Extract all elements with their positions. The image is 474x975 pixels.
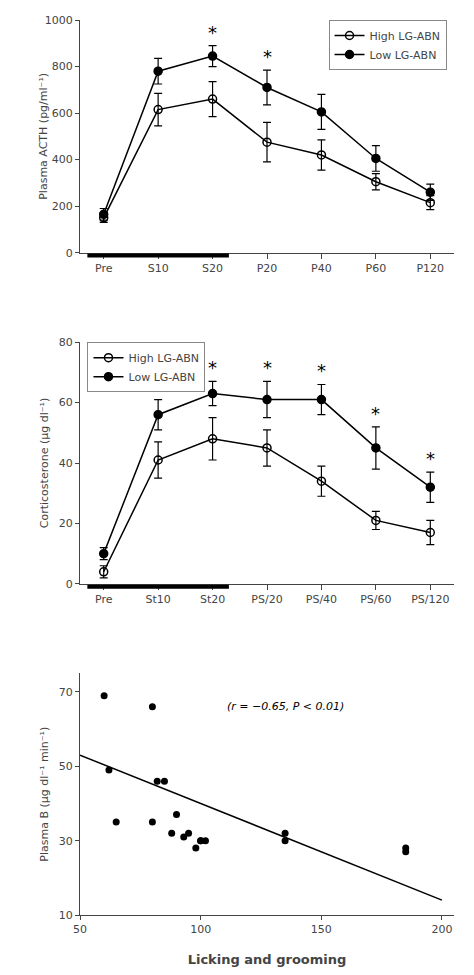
svg-text:200: 200 [52, 200, 73, 213]
svg-text:*: * [263, 46, 272, 67]
svg-text:Pre: Pre [95, 593, 113, 606]
svg-text:PS/120: PS/120 [411, 593, 449, 606]
svg-text:1000: 1000 [45, 14, 73, 27]
svg-text:Low LG-ABN: Low LG-ABN [370, 49, 437, 62]
svg-text:400: 400 [52, 153, 73, 166]
svg-text:0: 0 [66, 578, 73, 591]
svg-text:*: * [208, 357, 217, 378]
svg-text:800: 800 [52, 60, 73, 73]
svg-text:50: 50 [73, 923, 87, 936]
svg-text:PS/20: PS/20 [251, 593, 282, 606]
svg-text:100: 100 [190, 923, 211, 936]
svg-text:70: 70 [59, 686, 73, 699]
svg-text:Plasma ACTH (pg/ml⁻¹): Plasma ACTH (pg/ml⁻¹) [37, 73, 50, 200]
svg-text:10: 10 [59, 909, 73, 922]
svg-text:St20: St20 [200, 593, 225, 606]
svg-text:150: 150 [311, 923, 332, 936]
svg-text:Pre: Pre [95, 262, 113, 275]
svg-text:High LG-ABN: High LG-ABN [128, 352, 198, 365]
svg-text:0: 0 [66, 247, 73, 260]
svg-text:S10: S10 [148, 262, 169, 275]
svg-text:P60: P60 [366, 262, 387, 275]
svg-text:S20: S20 [202, 262, 223, 275]
svg-text:High LG-ABN: High LG-ABN [370, 30, 440, 43]
svg-text:(r = −0.65, P < 0.01): (r = −0.65, P < 0.01) [227, 700, 344, 713]
svg-text:80: 80 [59, 336, 73, 349]
svg-text:*: * [263, 357, 272, 378]
svg-text:60: 60 [59, 396, 73, 409]
svg-text:*: * [208, 22, 217, 43]
svg-text:50: 50 [59, 760, 73, 773]
svg-text:P20: P20 [257, 262, 278, 275]
svg-text:600: 600 [52, 107, 73, 120]
svg-text:40: 40 [59, 457, 73, 470]
svg-text:*: * [317, 360, 326, 381]
svg-text:*: * [426, 448, 435, 469]
svg-text:PS/60: PS/60 [360, 593, 391, 606]
svg-text:Low LG-ABN: Low LG-ABN [128, 371, 195, 384]
svg-text:30: 30 [59, 835, 73, 848]
svg-text:*: * [371, 403, 380, 424]
svg-text:Corticosterone (µg dl⁻¹): Corticosterone (µg dl⁻¹) [38, 398, 51, 528]
svg-text:20: 20 [59, 517, 73, 530]
svg-text:200: 200 [431, 923, 452, 936]
svg-text:P120: P120 [416, 262, 444, 275]
svg-text:St10: St10 [145, 593, 170, 606]
svg-text:Licking and grooming: Licking and grooming [188, 952, 347, 967]
svg-text:PS/40: PS/40 [306, 593, 337, 606]
svg-text:P40: P40 [311, 262, 332, 275]
svg-text:Plasma B (µg dl⁻¹ min⁻¹): Plasma B (µg dl⁻¹ min⁻¹) [38, 727, 51, 862]
